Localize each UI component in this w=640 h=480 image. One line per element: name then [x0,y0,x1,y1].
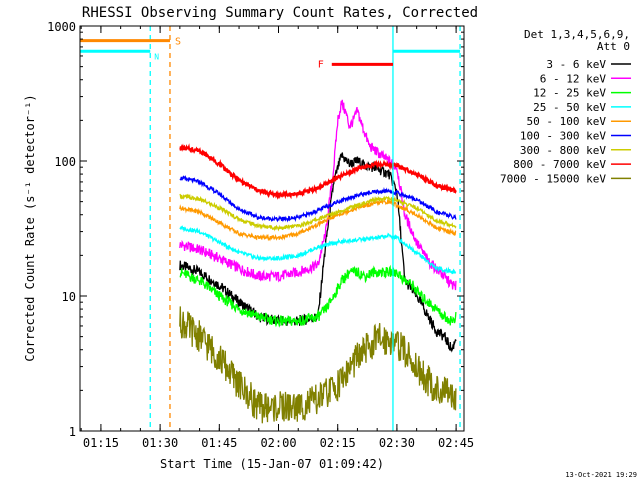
x-tick-label: 02:15 [320,436,356,450]
series-line-100-300-kev [179,174,457,223]
series-line-25-50-kev [179,225,457,275]
chart-title: RHESSI Observing Summary Count Rates, Co… [82,5,478,21]
legend-label: 800 - 7000 keV [513,158,606,171]
x-tick-label: 02:30 [379,436,415,450]
state-bar-label-f: F [318,59,324,70]
y-tick-label: 1000 [47,20,76,34]
legend-label: 6 - 12 keV [540,72,607,85]
footer-timestamp: 13-Oct-2021 19:29 [565,471,637,479]
plot-frame [79,25,465,432]
series-line-7000-15000-kev [179,306,457,424]
plot-area: S N F 1 10 100 1000 01:15 01:30 01:45 02:00 02:15 02… [47,20,474,450]
legend-label: 100 - 300 keV [520,130,606,143]
series-line-6-12-kev [179,99,457,291]
y-axis-label: Corrected Count Rate (s⁻¹ detector⁻¹) [23,94,37,361]
legend-label: 7000 - 15000 keV [500,172,606,185]
series-line-800-7000-kev [179,143,457,200]
x-tick-label: 01:30 [142,436,178,450]
legend-label: 50 - 100 keV [527,115,607,128]
y-tick-label: 1 [69,425,76,439]
legend-label: 300 - 800 keV [520,144,606,157]
series-line-50-100-kev [179,198,457,242]
state-bar-label-s: S [175,37,181,48]
series-group [179,99,457,424]
series-line-12-25-kev [179,264,457,328]
legend-label: 12 - 25 keV [533,87,606,100]
y-tick-label: 10 [62,290,76,304]
x-tick-label: 01:15 [83,436,119,450]
legend-header-line: Det 1,3,4,5,6,9, [524,28,630,41]
y-tick-label: 100 [54,155,76,169]
x-axis-label: Start Time (15-Jan-07 01:09:42) [160,457,384,471]
x-tick-label: 02:45 [438,436,474,450]
legend-header-line: Att 0 [597,40,630,53]
legend-label: 3 - 6 keV [546,58,606,71]
state-bar-label-n: N [154,52,159,61]
legend-header: Det 1,3,4,5,6,9,Att 0 [524,28,630,53]
legend-label: 25 - 50 keV [533,101,606,114]
x-tick-label: 01:45 [201,436,237,450]
series-line-300-800-kev [179,193,457,232]
x-tick-label: 02:00 [260,436,296,450]
